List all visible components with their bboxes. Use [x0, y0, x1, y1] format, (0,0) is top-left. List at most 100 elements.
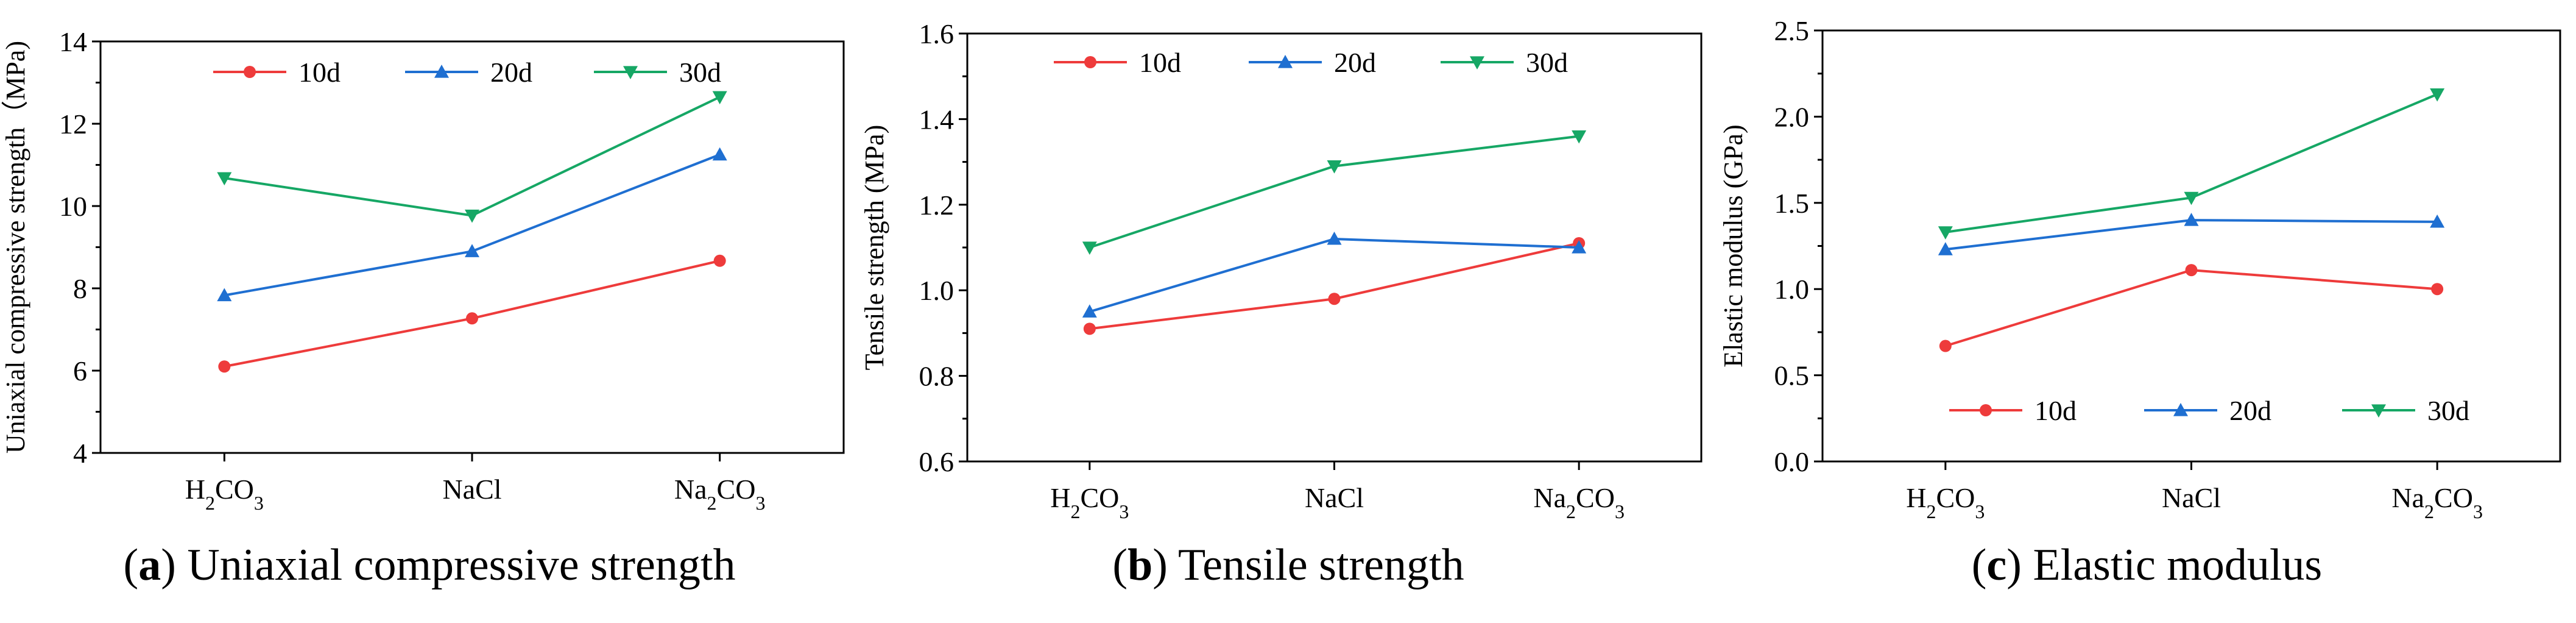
data-point-20d [2184, 213, 2199, 226]
series-line-10d [1089, 242, 1579, 330]
y-tick-label: 0.8 [919, 361, 955, 392]
series-line-30d [1945, 93, 2438, 233]
y-tick-label: 2.0 [1774, 101, 1810, 132]
legend-marker-30d [2371, 404, 2386, 418]
legend: 10d 20d 30d [213, 57, 721, 88]
data-point-10d [1083, 322, 1096, 335]
axes-frame [966, 32, 1703, 463]
y-axis-label: Elastic modulus (GPa) [1718, 124, 1748, 367]
data-point-20d [1327, 231, 1342, 245]
data-point-10d [1328, 293, 1341, 305]
legend-marker-10d [1980, 404, 1992, 416]
data-point-30d [712, 91, 727, 105]
y-axis-label: Uniaxial compressive strength（MPa) [1, 41, 30, 454]
x-tick-label: Na2CO3 [674, 474, 766, 514]
data-point-30d [217, 172, 232, 186]
legend-marker-30d [623, 66, 638, 79]
data-point-20d [217, 288, 232, 302]
data-point-10d [466, 312, 478, 325]
data-point-30d [1938, 226, 1953, 240]
y-tick-label: 8 [73, 273, 87, 304]
plot-area: 0.6 0.8 1.0 1.2 1.4 1.6 H2CO3 NaCl Na2CO3 Tensile… [859, 18, 1703, 522]
x-tick-label: NaCl [1305, 482, 1364, 513]
y-tick-label: 6 [73, 355, 87, 386]
y-tick-label: 0.5 [1774, 360, 1810, 391]
x-tick-label: H2CO3 [185, 474, 264, 514]
data-point-10d [218, 360, 231, 373]
y-tick-label: 1.4 [919, 104, 955, 135]
plot-area: 0.0 0.5 1.0 1.5 2.0 2.5 H2CO3 NaCl Na2CO3 Elastic… [1718, 15, 2561, 522]
y-tick-label: 0.6 [919, 446, 955, 477]
caption-c-letter: c [1986, 540, 2007, 590]
y-tick-label: 1.2 [919, 190, 955, 221]
legend-label-30d: 30d [679, 57, 721, 88]
x-tick-label: NaCl [442, 474, 501, 505]
legend: 10d 20d 30d [1054, 47, 1568, 78]
series-line-30d [224, 96, 721, 217]
legend-marker-20d [2173, 403, 2188, 416]
legend-label-10d: 10d [2034, 395, 2077, 426]
data-point-20d [712, 147, 727, 161]
x-tick-label: H2CO3 [1906, 482, 1985, 522]
data-point-20d [465, 244, 479, 257]
data-point-20d [1572, 240, 1587, 254]
x-tick-label: Na2CO3 [1533, 482, 1625, 522]
caption-b: (b) Tensile strength [1112, 540, 1464, 590]
y-tick-label: 1.5 [1774, 188, 1810, 219]
legend-marker-10d [244, 66, 256, 78]
y-axis-label: Tensile strength (MPa) [859, 125, 889, 371]
caption-a-text: Uniaxial compressive strength [187, 540, 736, 590]
y-tick-label: 4 [73, 438, 87, 469]
y-tick-label: 1.0 [1774, 274, 1810, 305]
legend-label-30d: 30d [2427, 395, 2469, 426]
legend: 10d 20d 30d [1949, 395, 2469, 426]
x-tick-label: NaCl [2162, 482, 2221, 513]
caption-a: (a) Uniaxial compressive strength [123, 540, 736, 590]
legend-label-20d: 20d [1334, 47, 1376, 78]
series-line-10d [1945, 269, 2438, 347]
chart-tensile-strength: 0.6 0.8 1.0 1.2 1.4 1.6 H2CO3 NaCl Na2CO3 Tensile… [859, 18, 1703, 522]
legend-marker-20d [434, 65, 449, 78]
x-tick-label: H2CO3 [1050, 482, 1129, 522]
legend-marker-30d [1470, 56, 1484, 69]
data-point-30d [465, 209, 479, 223]
y-tick-label: 12 [59, 109, 87, 140]
legend-label-20d: 20d [2229, 395, 2271, 426]
y-tick-label: 1.6 [919, 18, 955, 49]
caption-a-letter: a [138, 540, 161, 590]
legend-label-30d: 30d [1526, 47, 1568, 78]
data-point-20d [1082, 304, 1097, 318]
legend-label-20d: 20d [490, 57, 532, 88]
data-point-30d [1327, 160, 1342, 174]
data-point-10d [713, 254, 726, 267]
legend-label-10d: 10d [1139, 47, 1181, 78]
caption-c: (c) Elastic modulus [1971, 540, 2323, 590]
y-tick-label: 0.0 [1774, 446, 1810, 477]
legend-marker-20d [1278, 55, 1293, 68]
y-tick-label: 2.5 [1774, 15, 1810, 46]
caption-c-text: Elastic modulus [2033, 540, 2323, 590]
caption-b-text: Tensile strength [1178, 540, 1464, 590]
series-line-20d [224, 153, 721, 297]
plot-area: 4 6 8 10 12 14 H2CO3 NaCl Na2CO3 Uniaxial compres… [1, 26, 845, 514]
data-point-20d [1938, 242, 1953, 255]
y-tick-label: 1.0 [919, 275, 955, 306]
data-point-30d [1082, 241, 1097, 255]
data-point-30d [1572, 130, 1587, 144]
caption-b-letter: b [1127, 540, 1153, 590]
legend-label-10d: 10d [298, 57, 341, 88]
data-point-10d [2185, 264, 2198, 277]
series-line-30d [1089, 135, 1579, 249]
y-tick-label: 10 [59, 191, 87, 222]
y-tick-label: 14 [59, 26, 87, 57]
data-point-30d [2184, 191, 2199, 205]
chart-uniaxial-compressive-strength: 4 6 8 10 12 14 H2CO3 NaCl Na2CO3 Uniaxial compres… [1, 26, 845, 514]
legend-marker-10d [1084, 56, 1096, 68]
data-point-30d [2430, 88, 2445, 102]
x-tick-label: Na2CO3 [2391, 482, 2483, 522]
data-point-20d [2430, 214, 2445, 228]
chart-elastic-modulus: 0.0 0.5 1.0 1.5 2.0 2.5 H2CO3 NaCl Na2CO3 Elastic… [1718, 15, 2561, 522]
data-point-10d [1939, 340, 1952, 352]
data-point-10d [2431, 283, 2444, 296]
